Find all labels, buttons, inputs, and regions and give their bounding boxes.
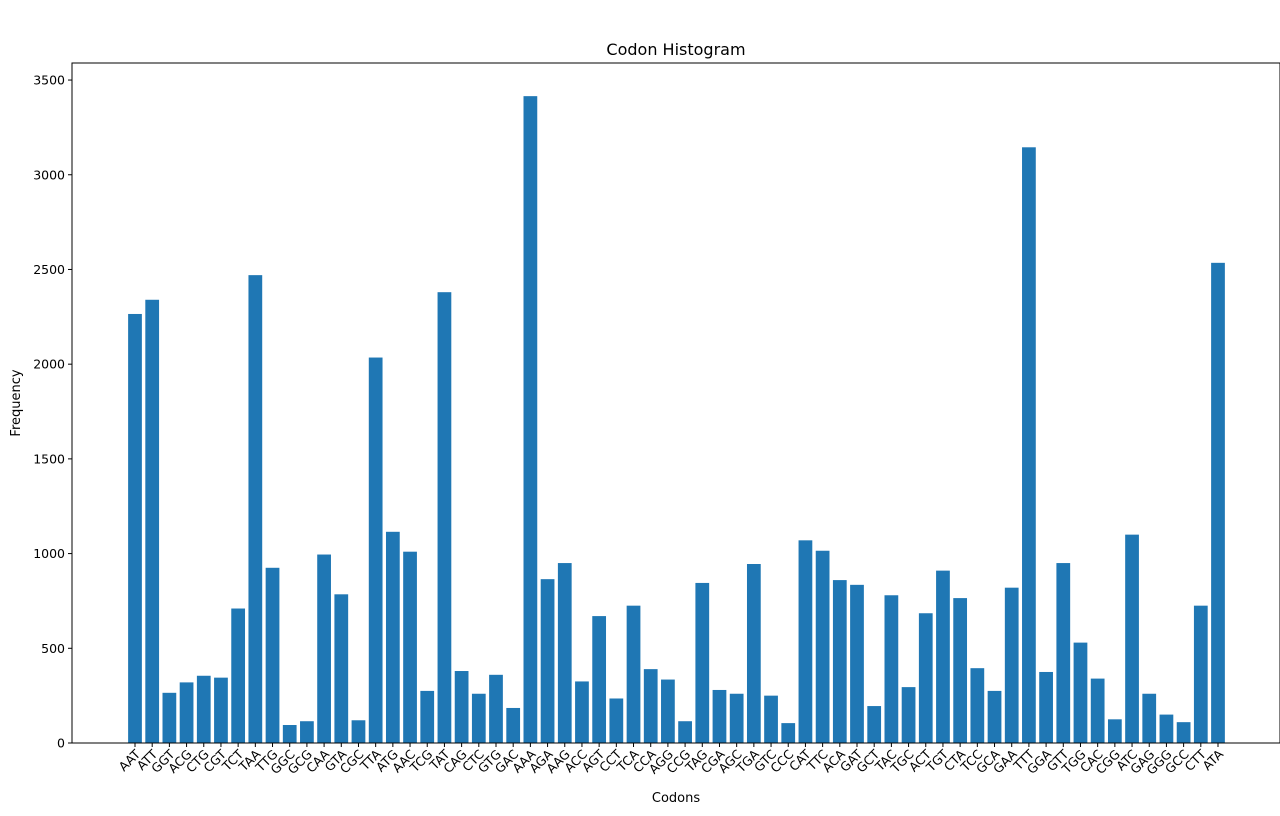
y-tick-label: 500 (41, 641, 65, 656)
x-tick-label: ATA (1199, 746, 1226, 773)
bar-GTC (764, 695, 778, 743)
y-tick-label: 3000 (33, 167, 65, 182)
y-tick-label: 1000 (33, 546, 65, 561)
bar-CGC (351, 720, 366, 743)
y-tick-label: 3500 (33, 73, 65, 88)
x-axis-label: Codons (652, 791, 700, 806)
bar-AGA (540, 579, 555, 743)
bar-GCG (300, 721, 314, 743)
y-tick-label: 0 (57, 736, 65, 751)
bar-AGT (592, 616, 607, 743)
chart-title: Codon Histogram (606, 40, 745, 59)
bar-TCC (970, 668, 985, 743)
bar-TTA (368, 357, 383, 743)
bar-ATG (385, 531, 400, 743)
y-tick-label: 2500 (33, 262, 65, 277)
bar-GGA (1039, 671, 1053, 743)
bar-CCA (643, 669, 658, 743)
bar-CTG (196, 675, 211, 743)
bar-AAT (128, 313, 142, 743)
bar-GCC (1176, 722, 1191, 743)
bar-GAT (850, 584, 864, 743)
y-ticks: 0 500 1000 1500 2000 2500 3000 3500 (33, 73, 72, 751)
bar-GCA (987, 690, 1002, 743)
bar-ATC (1125, 534, 1139, 743)
bar-GCT (867, 706, 882, 743)
bar-AGG (661, 679, 675, 743)
y-axis-label: Frequency (9, 369, 24, 436)
bar-ACT (918, 613, 933, 743)
bars-layer (128, 96, 1225, 744)
y-tick-label: 2000 (33, 357, 65, 372)
bar-GAG (1142, 693, 1157, 743)
bar-GTG (489, 674, 503, 743)
bar-ACA (832, 580, 847, 743)
y-tick-label: 1500 (33, 451, 65, 466)
bar-CCC (781, 723, 796, 743)
bar-CAG (454, 671, 469, 743)
bar-CTT (1193, 605, 1208, 743)
bar-TAG (695, 582, 710, 743)
bar-AAG (557, 563, 572, 743)
bar-ATA (1211, 262, 1225, 743)
bar-GGC (282, 725, 297, 743)
bar-CAT (798, 540, 813, 743)
bar-TAC (884, 595, 899, 743)
bar-CGA (712, 689, 727, 743)
bar-TCT (231, 608, 246, 743)
bar-AAA (523, 96, 538, 743)
bar-CGG (1107, 719, 1122, 743)
x-ticks: AATATTGGTACGCTGCGTTCTTAATTGGGCGCGCAAGTAC… (115, 743, 1226, 778)
bar-CCT (609, 698, 624, 743)
bar-GGG (1159, 714, 1174, 743)
bar-GAC (506, 707, 521, 743)
bar-CAA (317, 554, 331, 743)
bar-ACG (179, 682, 194, 743)
bar-GGT (162, 692, 177, 743)
bar-CAC (1090, 678, 1105, 743)
bar-TCA (626, 605, 641, 743)
bar-TGT (936, 570, 950, 743)
bar-AAC (403, 551, 417, 743)
bar-ATT (145, 299, 160, 743)
bar-CGT (214, 677, 228, 743)
bar-CTA (953, 598, 968, 743)
bar-TCG (420, 690, 435, 743)
bar-TGC (901, 687, 916, 743)
bar-AGC (729, 693, 744, 743)
bar-TGA (746, 564, 761, 743)
bar-CCG (678, 721, 692, 743)
bar-TTG (265, 567, 280, 743)
bar-TGG (1073, 642, 1088, 743)
bar-TAT (437, 292, 452, 743)
bar-CTC (471, 693, 486, 743)
bar-ACC (575, 681, 589, 743)
bar-GAA (1004, 587, 1019, 743)
bar-GTA (334, 594, 349, 743)
bar-TTC (815, 550, 830, 743)
plot-frame (71, 62, 1280, 744)
bar-TTT (1022, 147, 1036, 744)
bar-GTT (1056, 563, 1071, 743)
bar-TAA (248, 275, 263, 743)
